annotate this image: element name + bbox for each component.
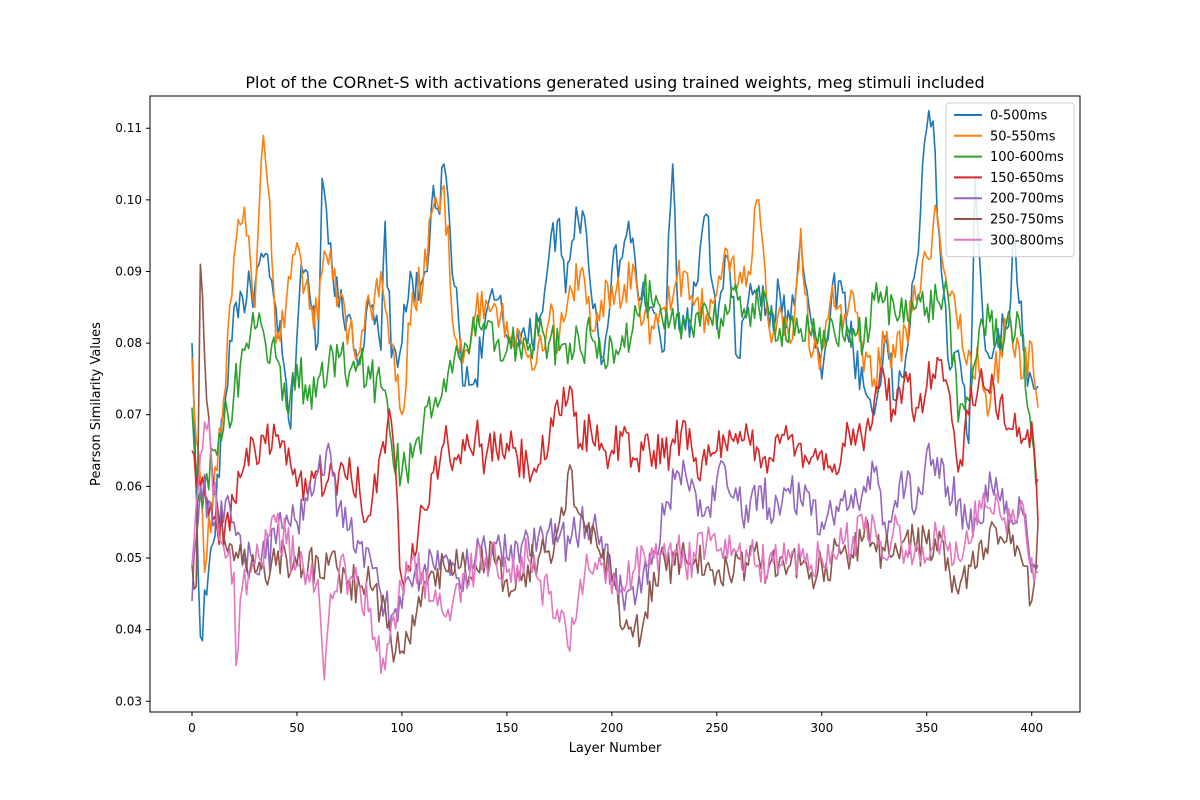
y-tick-label: 0.05 bbox=[115, 551, 142, 565]
x-axis-label: Layer Number bbox=[569, 741, 662, 756]
x-tick-label: 100 bbox=[390, 721, 413, 735]
y-tick-label: 0.03 bbox=[115, 694, 142, 708]
series-line-300-800ms bbox=[191, 420, 1039, 681]
y-tick-label: 0.07 bbox=[115, 408, 142, 422]
x-tick-label: 0 bbox=[188, 721, 196, 735]
y-tick-label: 0.11 bbox=[115, 121, 142, 135]
x-axis: 0 50 100 150 200 250 300 350 400 bbox=[188, 712, 1043, 735]
x-tick-label: 150 bbox=[495, 721, 518, 735]
y-tick-label: 0.04 bbox=[115, 623, 142, 637]
x-tick-label: 400 bbox=[1020, 721, 1043, 735]
series-line-50-550ms bbox=[191, 134, 1039, 574]
legend-label: 50-550ms bbox=[990, 129, 1056, 144]
plot-area bbox=[191, 109, 1039, 681]
legend: 0-500ms 50-550ms 100-600ms 150-650ms 200-700… bbox=[945, 102, 1075, 258]
legend-label: 100-600ms bbox=[990, 150, 1064, 165]
legend-label: 200-700ms bbox=[990, 192, 1064, 207]
chart-title: Plot of the CORnet-S with activations ge… bbox=[245, 73, 984, 92]
legend-label: 150-650ms bbox=[990, 171, 1064, 186]
series-line-100-600ms bbox=[191, 273, 1039, 510]
axes-frame bbox=[149, 95, 1081, 713]
y-axis: 0.03 0.04 0.05 0.06 0.07 0.08 0.09 0.10 0.11 bbox=[115, 121, 150, 708]
y-tick-label: 0.10 bbox=[115, 193, 142, 207]
y-tick-label: 0.09 bbox=[115, 264, 142, 278]
y-tick-label: 0.06 bbox=[115, 479, 142, 493]
y-tick-label: 0.08 bbox=[115, 336, 142, 350]
x-tick-label: 250 bbox=[705, 721, 728, 735]
legend-label: 250-750ms bbox=[990, 213, 1064, 228]
x-tick-label: 200 bbox=[600, 721, 623, 735]
legend-label: 300-800ms bbox=[990, 233, 1064, 248]
x-tick-label: 350 bbox=[915, 721, 938, 735]
x-tick-label: 50 bbox=[289, 721, 304, 735]
y-axis-label: Pearson Similarity Values bbox=[89, 322, 104, 486]
legend-label: 0-500ms bbox=[990, 109, 1047, 124]
x-tick-label: 300 bbox=[810, 721, 833, 735]
